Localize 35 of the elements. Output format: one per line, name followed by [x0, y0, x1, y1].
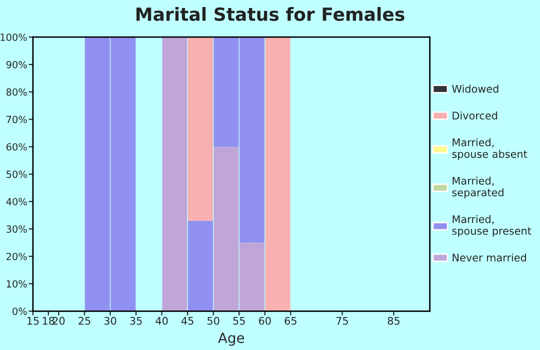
- y-tick-label: 20%: [6, 252, 27, 260]
- x-tick-label: 35: [130, 316, 142, 325]
- x-tick-label: 60: [258, 316, 271, 325]
- y-tick-label: 80%: [6, 88, 27, 96]
- y-tick-label: 90%: [6, 60, 27, 68]
- y-tick-label: 60%: [6, 143, 27, 151]
- y-tick-label: 70%: [6, 116, 27, 124]
- x-tick-label: 50: [208, 316, 220, 325]
- x-tick-label: 25: [78, 316, 90, 325]
- x-tick-label: 85: [388, 316, 400, 325]
- bar: [265, 37, 290, 312]
- bar: [188, 220, 213, 312]
- bar: [162, 37, 188, 312]
- chart-title: Marital Status for Females: [136, 7, 404, 21]
- x-tick-label: 40: [156, 316, 168, 325]
- x-tick-label: 15: [27, 317, 39, 325]
- bar: [188, 37, 213, 221]
- x-tick-label: 30: [104, 316, 116, 325]
- x-tick-label: 55: [233, 317, 245, 325]
- x-tick-label: 75: [336, 317, 348, 325]
- legend-label: Never married: [452, 253, 526, 262]
- legend-label: Married, separated: [452, 176, 504, 198]
- legend-label: Married, spouse present: [452, 215, 532, 237]
- y-tick-label: 50%: [6, 170, 27, 178]
- x-tick-label: 45: [181, 317, 194, 325]
- y-tick-label: 10%: [6, 280, 27, 288]
- y-tick-label: 30%: [6, 225, 27, 233]
- legend-label: Married, spouse absent: [452, 138, 528, 160]
- legend-label: Divorced: [452, 111, 498, 120]
- x-tick-label: 65: [284, 316, 296, 325]
- y-tick-label: 100%: [0, 34, 27, 41]
- y-tick-label: 0%: [12, 308, 27, 315]
- y-tick-label: 40%: [6, 198, 27, 206]
- legend-label: Widowed: [452, 84, 498, 93]
- x-axis-title: Age: [218, 332, 244, 346]
